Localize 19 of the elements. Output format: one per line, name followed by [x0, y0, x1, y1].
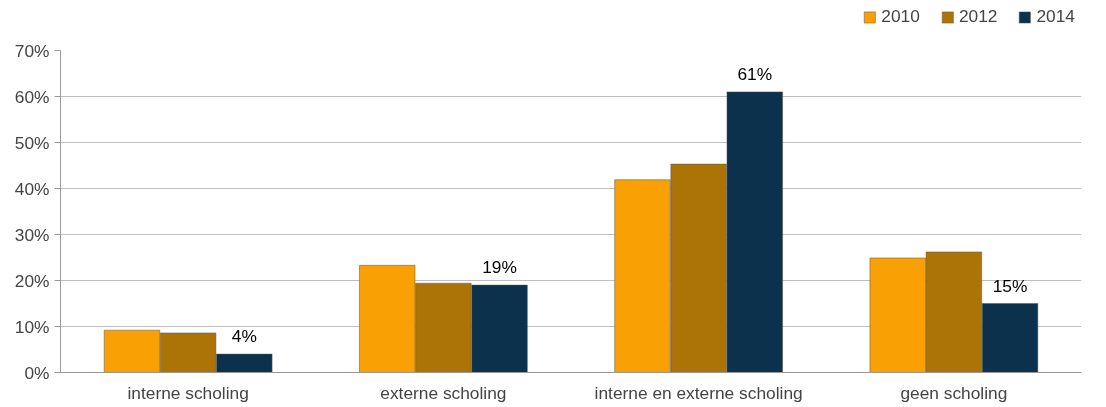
- data-label: 61%: [737, 63, 773, 84]
- data-label: 4%: [231, 326, 257, 347]
- x-tick-label: interne scholing: [127, 382, 249, 403]
- y-tick-label: 30%: [14, 224, 50, 245]
- y-tick-label: 50%: [14, 132, 50, 153]
- data-label: 19%: [482, 257, 517, 278]
- y-tick-label: 40%: [14, 178, 50, 199]
- y-tick-label: 60%: [14, 86, 50, 107]
- x-tick-label: externe scholing: [380, 382, 507, 403]
- data-label: 15%: [992, 275, 1028, 296]
- y-tick-label: 20%: [14, 270, 50, 291]
- y-tick-label: 10%: [14, 316, 50, 337]
- y-tick-label: 0%: [24, 362, 50, 383]
- legend-label: 2010: [881, 6, 920, 27]
- y-tick-label: 70%: [14, 40, 50, 61]
- x-tick-label: interne en externe scholing: [594, 382, 803, 403]
- legend-label: 2014: [1036, 6, 1075, 27]
- legend-label: 2012: [958, 6, 998, 27]
- x-tick-label: geen scholing: [900, 382, 1008, 403]
